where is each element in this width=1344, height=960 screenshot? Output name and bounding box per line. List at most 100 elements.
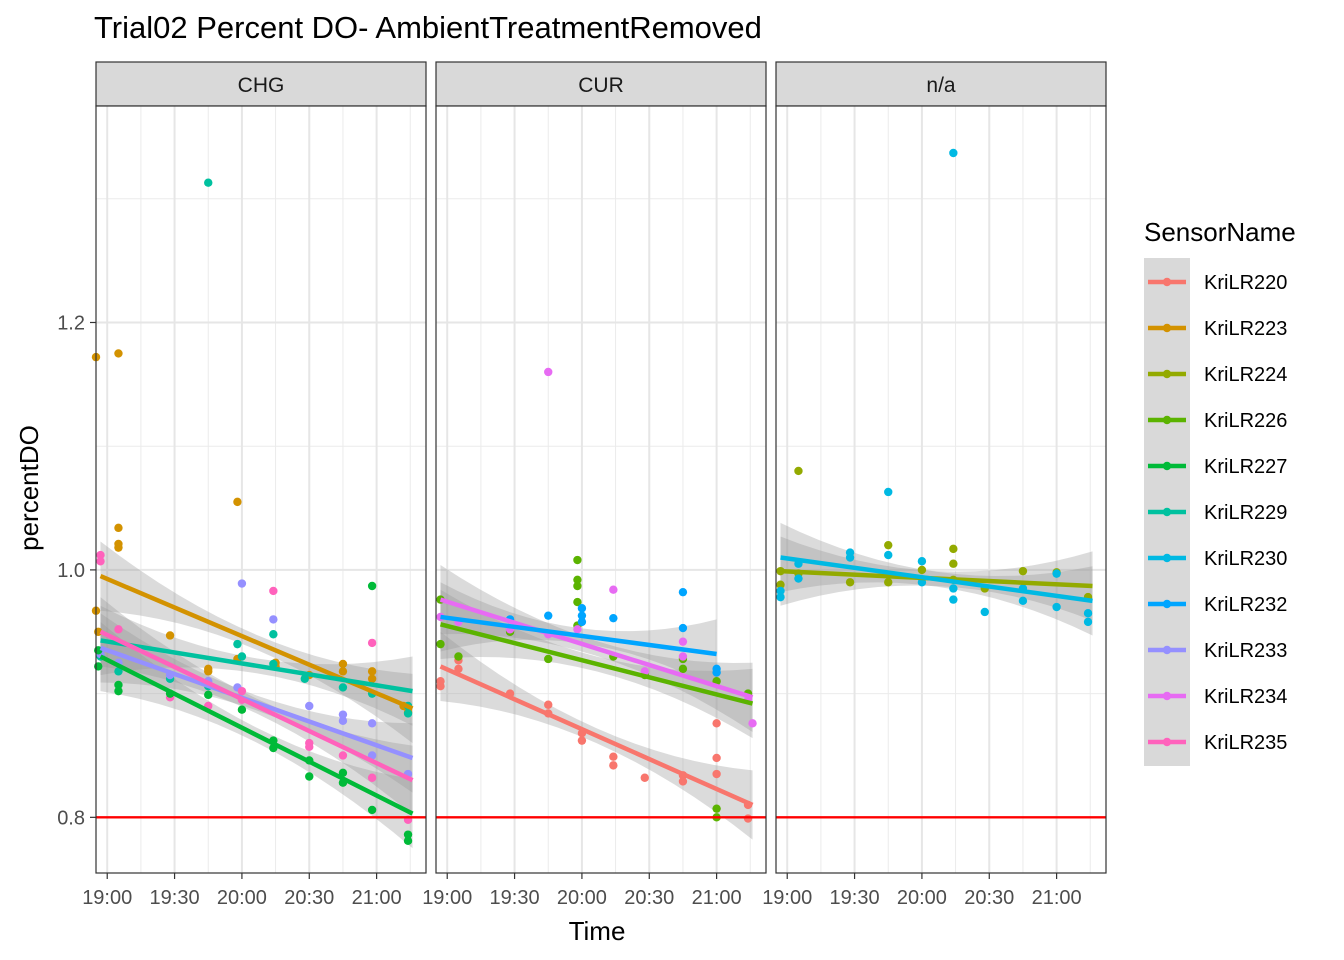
panel-border (95, 105, 427, 874)
x-tick-label: 21:00 (1032, 887, 1082, 909)
facet-label: CUR (578, 74, 624, 97)
trend-line (780, 555, 1093, 604)
data-point (403, 836, 413, 846)
facet-strip (775, 61, 1107, 107)
legend-label: KriLR232 (1204, 594, 1287, 616)
data-point (577, 736, 587, 745)
data-point (678, 652, 688, 661)
data-point (403, 709, 413, 718)
data-point (269, 615, 278, 624)
x-tick-label: 20:00 (557, 887, 607, 909)
data-point (338, 716, 348, 726)
data-point (114, 625, 123, 634)
chart-title: Trial02 Percent DO- AmbientTreatmentRemo… (94, 10, 762, 45)
data-point (237, 579, 247, 588)
data-point (114, 543, 123, 552)
data-point (1018, 566, 1028, 576)
trend-line (439, 622, 754, 706)
y-tick-label: 0.8 (57, 807, 85, 829)
panel-background (776, 106, 1106, 873)
data-point (269, 586, 278, 596)
data-point (114, 349, 123, 358)
legend-key-point (1162, 323, 1172, 333)
legend-key-point (1162, 737, 1172, 747)
data-point (678, 664, 688, 674)
x-tick-label: 19:30 (490, 887, 540, 909)
data-point (884, 487, 893, 497)
trend-line (99, 654, 414, 816)
data-point (776, 592, 785, 602)
legend-label: KriLR230 (1204, 548, 1287, 570)
x-tick-label: 20:00 (897, 887, 947, 909)
data-point (1083, 609, 1093, 618)
data-point (544, 611, 553, 620)
data-point (544, 700, 553, 709)
panel-border (435, 105, 767, 874)
data-point (367, 719, 377, 728)
data-point (917, 565, 927, 575)
data-point (338, 710, 348, 719)
data-point (338, 667, 348, 676)
legend-label: KriLR220 (1204, 272, 1287, 294)
data-point (96, 557, 105, 566)
data-point (980, 607, 989, 617)
data-point (577, 611, 587, 620)
data-point (573, 597, 582, 607)
trend-line (439, 597, 754, 700)
data-point (748, 719, 757, 728)
data-point (436, 681, 445, 691)
legend-label: KriLR229 (1204, 502, 1287, 524)
legend-key-point (1162, 277, 1172, 287)
data-point (609, 761, 618, 770)
facet-panel: CHG 19:00 19:30 20:00 20:30 21:00 (82, 61, 427, 909)
data-point (454, 664, 463, 674)
data-point (367, 805, 377, 815)
data-point (845, 553, 855, 562)
x-tick-label: 19:00 (82, 887, 132, 909)
data-point (96, 550, 105, 560)
data-point (712, 804, 721, 813)
data-point (573, 581, 582, 591)
data-point (305, 772, 314, 781)
data-point (114, 680, 123, 690)
data-point (403, 830, 413, 839)
data-point (436, 639, 445, 649)
x-tick-label: 20:30 (284, 887, 334, 909)
data-point (794, 466, 803, 476)
data-point (678, 637, 688, 646)
data-point (949, 584, 958, 593)
y-tick-label: 1.2 (57, 312, 85, 334)
legend: SensorName KriLR220 KriLR223 KriLR224 KriLR… (1144, 217, 1296, 766)
legend-label: KriLR233 (1204, 640, 1287, 662)
facet-label: n/a (926, 74, 956, 97)
data-point (949, 148, 958, 158)
data-point (776, 580, 785, 589)
data-point (678, 777, 688, 786)
data-point (237, 705, 247, 714)
legend-label: KriLR223 (1204, 318, 1287, 340)
data-point (678, 623, 688, 633)
data-point (949, 595, 958, 604)
legend-key-point (1162, 369, 1172, 379)
data-point (367, 638, 377, 648)
legend-title: SensorName (1144, 217, 1296, 247)
facet-panel: CUR 19:00 19:30 20:00 20:30 21:00 (422, 61, 767, 909)
data-point (204, 667, 213, 676)
data-point (573, 625, 582, 634)
data-point (712, 769, 721, 779)
data-point (114, 667, 123, 676)
facet-strip (95, 61, 427, 107)
data-point (712, 719, 721, 728)
y-axis-label: percentDO (14, 425, 44, 551)
x-tick-label: 19:00 (762, 887, 812, 909)
data-point (114, 686, 123, 696)
data-point (204, 178, 213, 187)
data-point (1052, 602, 1061, 612)
x-tick-label: 19:00 (422, 887, 472, 909)
facet-strip (435, 61, 767, 107)
data-point (609, 752, 618, 761)
data-point (367, 773, 377, 782)
data-point (367, 581, 377, 591)
data-point (338, 751, 348, 760)
